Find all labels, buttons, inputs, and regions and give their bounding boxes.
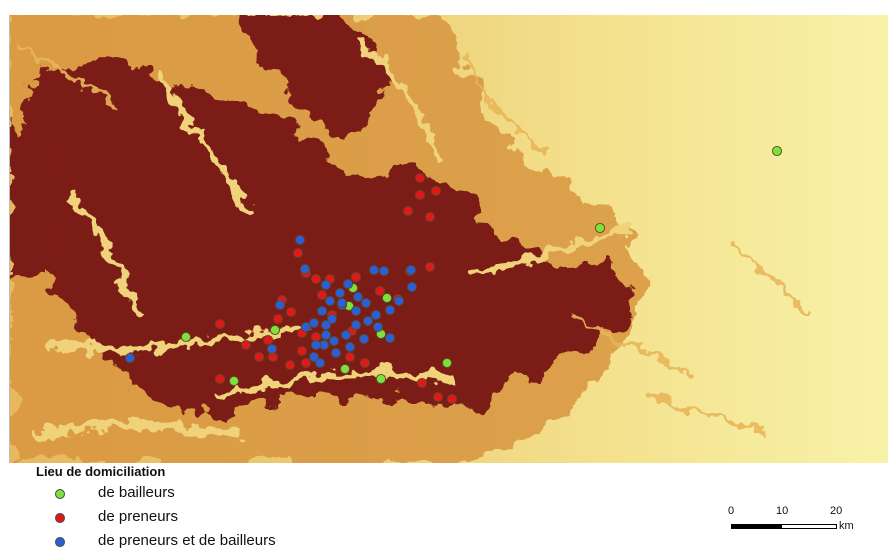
scale-bar: 0 10 20 km [726,505,866,535]
map-legend: Lieu de domiciliation de bailleurs de pr… [36,463,436,549]
legend-label: de preneurs et de bailleurs [98,532,276,549]
preneur-point [272,313,284,325]
preneur-bailleur-point [320,319,332,331]
preneur-bailleur-point [294,234,306,246]
preneur-point [414,172,426,184]
preneur-bailleur-point [360,297,372,309]
elevation-map [10,15,888,463]
preneur-bailleur-point [352,291,364,303]
preneur-bailleur-point [320,279,332,291]
legend-label: de bailleurs [98,484,175,501]
blue-dot-icon [55,537,65,547]
legend-label: de preneurs [98,508,179,525]
preneur-bailleur-point [316,305,328,317]
scale-segment-light [781,524,837,529]
preneur-point [432,391,444,403]
preneur-point [284,359,296,371]
preneur-point [240,339,252,351]
preneur-point [359,357,371,369]
preneur-point [424,261,436,273]
preneur-bailleur-point [308,351,320,363]
preneur-bailleur-point [378,265,390,277]
preneur-point [350,271,362,283]
preneur-point [292,247,304,259]
preneur-bailleur-point [324,295,336,307]
scale-tick-10: 10 [776,505,789,517]
preneur-bailleur-point [370,309,382,321]
preneur-bailleur-point [393,295,405,307]
preneur-point [374,285,386,297]
preneur-point [344,351,356,363]
preneur-bailleur-point [342,278,354,290]
preneur-bailleur-point [314,357,326,369]
preneur-point [316,289,328,301]
preneur-bailleur-point [344,341,356,353]
preneur-point [310,273,322,285]
preneur-bailleur-point [300,321,312,333]
preneur-bailleur-point [308,317,320,329]
bailleur-point [375,373,387,385]
preneur-bailleur-point [350,319,362,331]
preneur-point [402,205,414,217]
preneur-bailleur-point [405,264,417,276]
preneur-point [285,306,297,318]
preneur-point [424,211,436,223]
scale-tick-20: 20 [830,505,843,517]
preneur-bailleur-point [384,332,396,344]
preneur-point [296,345,308,357]
terrain-map [9,15,888,463]
preneur-bailleur-point [350,305,362,317]
preneur-bailleur-point [326,313,338,325]
scale-segment-dark [731,524,781,529]
preneur-bailleur-point [274,299,286,311]
preneur-point [416,377,428,389]
preneur-bailleur-point [362,315,374,327]
preneur-bailleur-point [406,281,418,293]
scale-tick-0: 0 [728,505,735,517]
preneur-bailleur-point [328,335,340,347]
scale-unit: km [839,520,854,532]
valley-network [36,36,634,439]
bailleur-point [339,363,351,375]
preneur-bailleur-point [358,333,370,345]
legend-title: Lieu de domiciliation [36,464,166,479]
preneur-bailleur-point [299,263,311,275]
preneur-bailleur-point [330,347,342,359]
preneur-bailleur-point [310,339,322,351]
bailleur-point [771,145,783,157]
preneur-bailleur-point [320,329,332,341]
highland-zone [10,15,630,415]
domicile-points [124,145,783,405]
preneur-point [214,318,226,330]
preneur-bailleur-point [340,329,352,341]
red-dot-icon [55,513,65,523]
preneur-point [430,185,442,197]
preneur-bailleur-point [368,264,380,276]
preneur-point [300,357,312,369]
bailleur-point [180,331,192,343]
preneur-point [253,351,265,363]
bailleur-point [228,375,240,387]
bailleur-point [269,324,281,336]
preneur-bailleur-point [266,343,278,355]
preneur-bailleur-point [384,304,396,316]
preneur-point [446,393,458,405]
preneur-bailleur-point [372,321,384,333]
preneur-point [414,189,426,201]
preneur-bailleur-point [336,297,348,309]
bailleur-point [441,357,453,369]
bailleur-point [381,292,393,304]
bailleur-point [594,222,606,234]
preneur-bailleur-point [124,352,136,364]
ridge-highlights [18,43,812,437]
preneur-bailleur-point [334,287,346,299]
green-dot-icon [55,489,65,499]
preneur-point [214,373,226,385]
preneur-point [262,334,274,346]
